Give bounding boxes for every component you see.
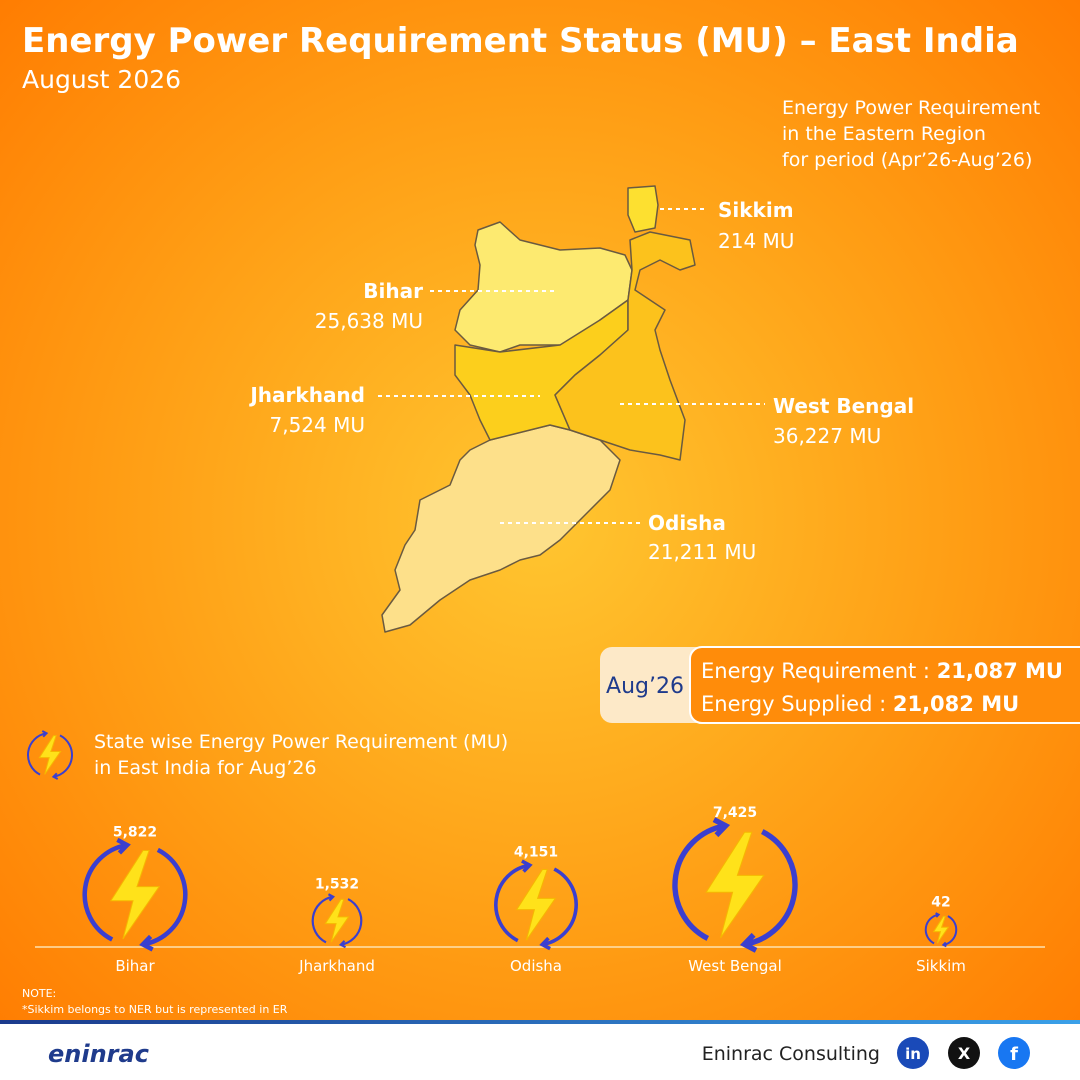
chart-title-line: State wise Energy Power Requirement (MU) (94, 731, 508, 753)
bolt (38, 735, 62, 775)
arrow-head (338, 940, 347, 949)
value-label: 42 (931, 894, 950, 910)
x-icon[interactable] (948, 1037, 980, 1069)
category-label: Jharkhand (298, 957, 375, 975)
social-label[interactable]: in (905, 1045, 921, 1063)
arrow-head (327, 893, 336, 902)
summary-value: 21,082 MU (893, 692, 1019, 716)
bubble (924, 912, 958, 948)
chart-title-line: in East India for Aug’26 (94, 757, 317, 779)
map-caption: Energy Power Requirement in the Eastern … (782, 97, 1040, 171)
note-text: *Sikkim belongs to NER but is represente… (22, 1003, 288, 1016)
footer-line (0, 1020, 1080, 1024)
title: Energy Power Requirement Status (MU) – E… (22, 21, 1019, 61)
category-label: Bihar (115, 957, 155, 975)
arrow-head (941, 941, 947, 948)
summary-row: Energy Requirement : 21,087 MU (701, 659, 1063, 683)
arrow-arc (743, 829, 798, 947)
arrow-arc (943, 915, 958, 946)
region-value: 7,524 MU (269, 413, 365, 437)
bolt (705, 831, 765, 939)
summary-value: 21,087 MU (937, 659, 1063, 683)
bubble (82, 837, 188, 952)
bolt (324, 898, 350, 943)
region-sikkim (627, 185, 659, 233)
region-name: Odisha (648, 511, 726, 535)
arrow-head (539, 936, 551, 951)
arrow-arc (541, 867, 578, 947)
arrow-arc (494, 863, 531, 943)
arrow-arc (82, 842, 128, 942)
arrow-head (41, 730, 49, 738)
bubble (494, 859, 578, 951)
arrow-head (51, 772, 59, 780)
arrow-head (116, 837, 131, 855)
caption-line: in the Eastern Region (782, 123, 986, 145)
summary-label: Energy Supplied : (701, 692, 893, 716)
arrow-head (935, 912, 941, 918)
bolt (109, 849, 161, 940)
social: in X f (897, 1037, 1030, 1069)
arrow-head (139, 934, 154, 952)
arrow-arc (311, 895, 334, 944)
bolt (932, 915, 950, 944)
category-label: Sikkim (916, 957, 966, 975)
region-name: West Bengal (773, 394, 914, 418)
caption-line: Energy Power Requirement (782, 97, 1040, 119)
arrow-head (712, 817, 731, 838)
region-value: 21,211 MU (648, 540, 756, 564)
facebook-icon[interactable] (998, 1037, 1030, 1069)
region-name: Sikkim (718, 198, 794, 222)
region-value: 25,638 MU (315, 309, 423, 333)
social-label[interactable]: f (1010, 1044, 1018, 1065)
region-value: 36,227 MU (773, 424, 881, 448)
title-icon (27, 730, 73, 780)
summary-period: Aug’26 (606, 674, 684, 699)
bubble (672, 817, 798, 953)
region-odisha (381, 424, 621, 633)
category-label: Odisha (510, 957, 562, 975)
region-name: Bihar (363, 279, 423, 303)
chart-title: State wise Energy Power Requirement (MU)… (94, 731, 508, 779)
brand: eninrac (48, 1040, 149, 1068)
linkedin-icon[interactable] (897, 1037, 929, 1069)
arrow-head (521, 859, 533, 873)
summary-row: Energy Supplied : 21,082 MU (701, 692, 1019, 716)
arrow-arc (27, 732, 47, 776)
value-label: 5,822 (113, 824, 157, 840)
value-label: 4,151 (514, 845, 558, 861)
subtitle: August 2026 (22, 65, 181, 94)
arrow-arc (924, 913, 939, 945)
summary-box: Aug’26 Energy Requirement : 21,087 MU En… (600, 646, 1080, 724)
arrow-arc (53, 734, 73, 778)
social-label[interactable]: X (958, 1044, 971, 1063)
summary-label: Energy Requirement : (701, 659, 937, 683)
bubble (311, 893, 363, 949)
value-label: 7,425 (713, 805, 757, 821)
region-name: Jharkhand (248, 383, 365, 407)
company: Eninrac Consulting (702, 1043, 880, 1065)
category-label: West Bengal (688, 957, 782, 975)
region-value: 214 MU (718, 229, 794, 253)
arrow-arc (142, 847, 188, 947)
map (381, 185, 696, 633)
summary-panel (689, 646, 1080, 724)
leader-lines (378, 208, 765, 524)
bubble (27, 730, 73, 780)
arrow-arc (672, 823, 727, 941)
caption-line: for period (Apr’26-Aug’26) (782, 149, 1032, 171)
arrow-head (739, 932, 758, 953)
bolt (515, 869, 557, 941)
note-heading: NOTE: (22, 987, 56, 1000)
value-label: 1,532 (315, 876, 359, 892)
arrow-arc (340, 898, 363, 946)
